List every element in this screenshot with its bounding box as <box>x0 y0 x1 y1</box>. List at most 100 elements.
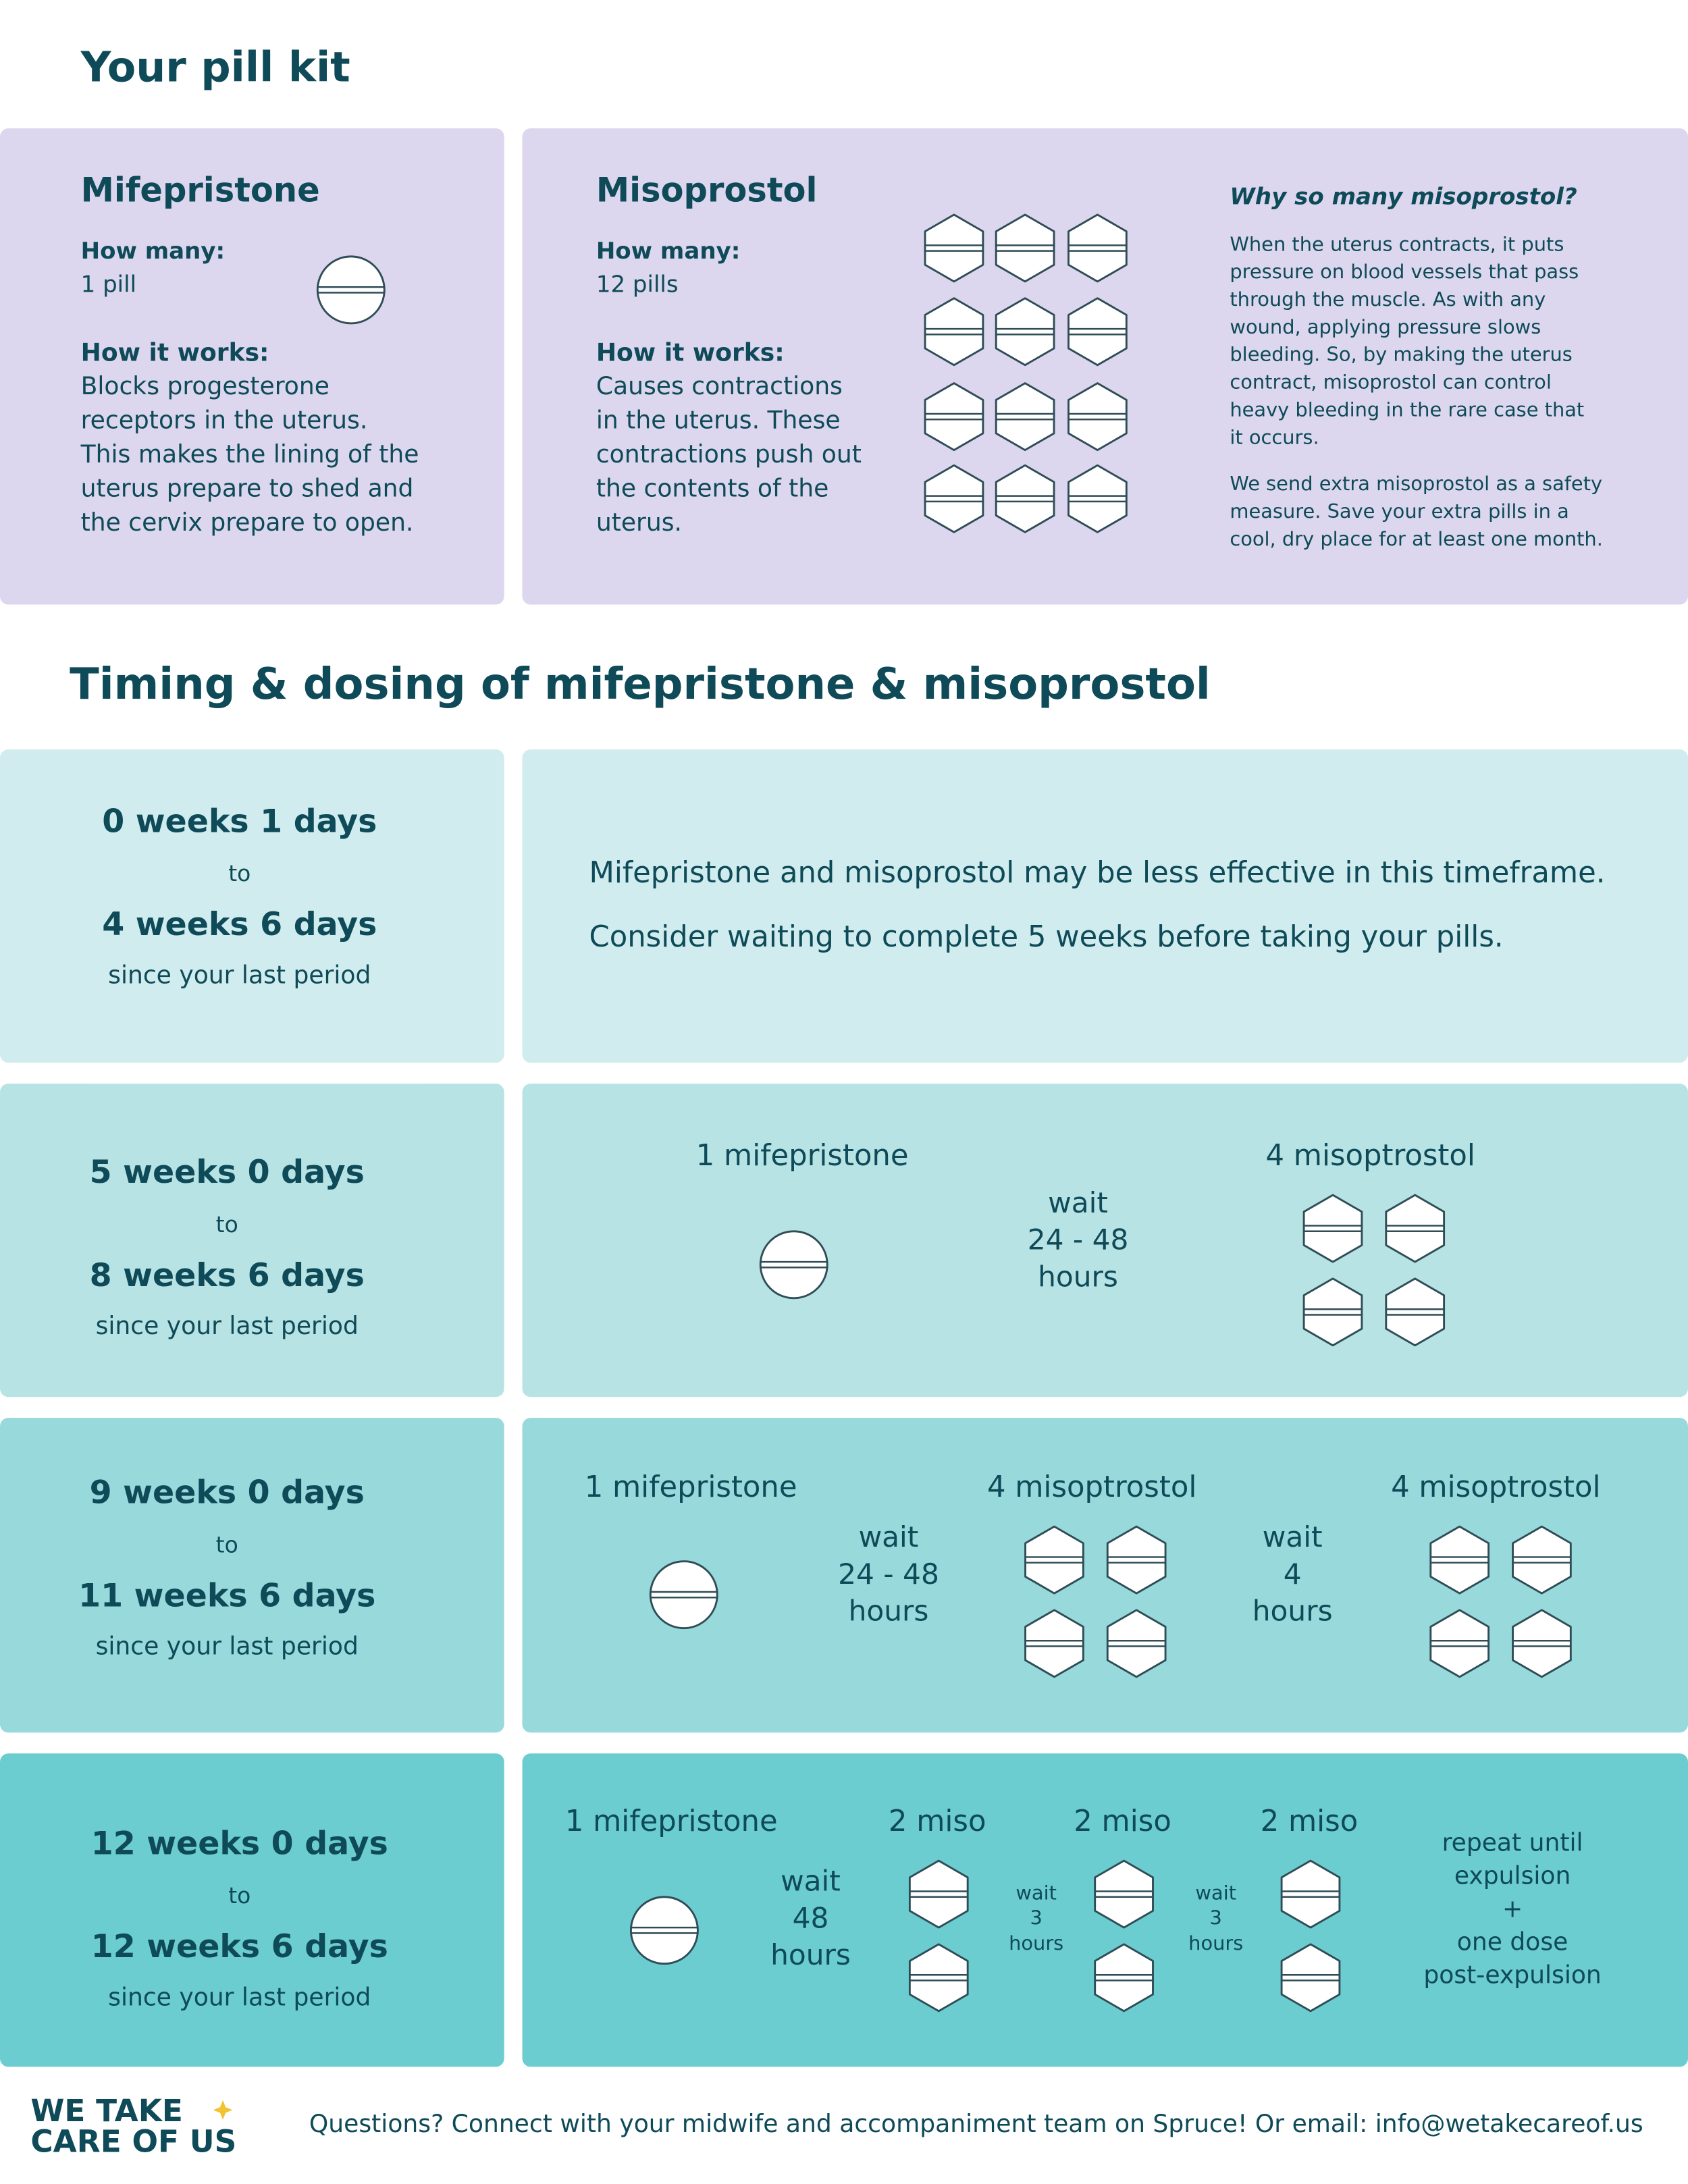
wait-line: 3 <box>1210 1907 1222 1929</box>
pill-body <box>1067 213 1128 283</box>
section-title: Timing & dosing of mifepristone & misopr… <box>70 660 1211 710</box>
wait-line: wait <box>859 1520 919 1553</box>
wait-line: wait <box>1016 1882 1057 1905</box>
hex-pill <box>924 213 984 283</box>
drug-name: Mifepristone <box>81 170 320 209</box>
text-line: contract, misoprostol can control <box>1230 371 1552 394</box>
logo-sparkle <box>213 2100 233 2120</box>
message-line: Mifepristone and misoprostol may be less… <box>589 856 1606 890</box>
dose-label: 2 miso <box>889 1805 986 1838</box>
pill-body <box>629 1896 699 1965</box>
wait-line: wait <box>781 1865 841 1898</box>
dose-label: 4 misoptrostol <box>987 1470 1196 1504</box>
pill-body <box>1024 1609 1084 1678</box>
label: How it works: <box>81 338 269 367</box>
drug-name: Misoprostol <box>596 170 818 209</box>
hex-pill <box>1024 1525 1084 1595</box>
range-to: to <box>216 1211 238 1237</box>
text-line: We send extra misoprostol as a safety <box>1230 472 1602 495</box>
hex-pill <box>1385 1194 1446 1263</box>
row-panel <box>522 749 1688 1063</box>
pill-body <box>1280 1943 1341 2013</box>
hex-pill <box>995 213 1055 283</box>
wait-line: hours <box>770 1938 851 1971</box>
wait-line: hours <box>1252 1594 1333 1627</box>
wait-line: hours <box>1188 1932 1243 1954</box>
range-start: 9 weeks 0 days <box>90 1474 365 1512</box>
side-title: Why so many misoprostol? <box>1230 184 1577 211</box>
text-line: receptors in the uterus. <box>81 406 368 434</box>
hex-pill <box>1280 1859 1341 1929</box>
logo-text: WE TAKE <box>30 2093 182 2129</box>
hex-pill <box>1512 1609 1572 1678</box>
hex-pill <box>995 297 1055 367</box>
hex-pill <box>1302 1277 1363 1347</box>
pill-body <box>924 213 984 283</box>
dose-label: 4 misoptrostol <box>1265 1139 1475 1173</box>
text-line: When the uterus contracts, it puts <box>1230 232 1564 255</box>
hex-pill <box>995 382 1055 452</box>
hex-pill <box>1106 1609 1167 1678</box>
page-title: Your pill kit <box>80 43 350 92</box>
pill-body <box>995 213 1055 283</box>
dose-label: 1 mifepristone <box>565 1805 778 1838</box>
wait-line: hours <box>1009 1932 1063 1954</box>
row-panel <box>522 1418 1688 1733</box>
pill-body <box>1024 1525 1084 1595</box>
pill-body <box>995 382 1055 452</box>
pill-body <box>1429 1609 1490 1678</box>
wait-line: wait <box>1195 1882 1236 1905</box>
pill-body <box>1302 1277 1363 1347</box>
repeat-line: + <box>1502 1895 1523 1923</box>
row-panel <box>0 1084 504 1397</box>
range-note: since your last period <box>108 961 371 989</box>
wait-line: wait <box>1263 1520 1323 1553</box>
range-to: to <box>216 1531 238 1557</box>
hex-pill <box>1280 1943 1341 2013</box>
dose-label: 4 misoptrostol <box>1391 1470 1600 1504</box>
hex-pill <box>924 382 984 452</box>
hex-pill <box>1385 1277 1446 1347</box>
text: 1 pill <box>81 271 136 298</box>
pill-body <box>316 255 386 325</box>
pill-body <box>908 1943 969 2013</box>
hex-pill <box>1067 464 1128 533</box>
hex-pill <box>1429 1609 1490 1678</box>
hex-pill <box>1512 1525 1572 1595</box>
wait-line: wait <box>1048 1186 1108 1219</box>
pill-body <box>995 464 1055 533</box>
hex-pill <box>1067 382 1128 452</box>
wait-line: 24 - 48 <box>838 1557 939 1591</box>
wait-line: hours <box>849 1594 929 1627</box>
range-start: 12 weeks 0 days <box>91 1825 388 1862</box>
round-pill <box>629 1896 699 1965</box>
hex-pill <box>908 1859 969 1929</box>
logo-text: CARE OF US <box>30 2123 236 2159</box>
pill-body <box>1067 382 1128 452</box>
text-line: bleeding. So, by making the uterus <box>1230 343 1572 366</box>
repeat-line: repeat until <box>1442 1828 1583 1857</box>
text-line: uterus prepare to shed and <box>81 474 414 502</box>
pill-body <box>759 1230 828 1300</box>
text-line: uterus. <box>596 508 682 537</box>
pill-body <box>1106 1609 1167 1678</box>
range-note: since your last period <box>96 1312 359 1340</box>
text-line: wound, applying pressure slows <box>1230 315 1541 338</box>
wait-line: 3 <box>1030 1907 1042 1929</box>
text-line: pressure on blood vessels that pass <box>1230 260 1579 283</box>
dose-label: 1 mifepristone <box>585 1470 797 1504</box>
row-panel <box>0 1418 504 1733</box>
repeat-line: expulsion <box>1454 1861 1571 1890</box>
pill-body <box>1385 1194 1446 1263</box>
hex-pill <box>1106 1525 1167 1595</box>
range-to: to <box>228 860 250 886</box>
pill-body <box>908 1859 969 1929</box>
range-to: to <box>228 1882 250 1909</box>
text: 12 pills <box>596 271 679 298</box>
range-note: since your last period <box>108 1983 371 2011</box>
hex-pill <box>1067 213 1128 283</box>
repeat-line: post-expulsion <box>1423 1961 1601 1990</box>
range-end: 12 weeks 6 days <box>91 1928 388 1965</box>
